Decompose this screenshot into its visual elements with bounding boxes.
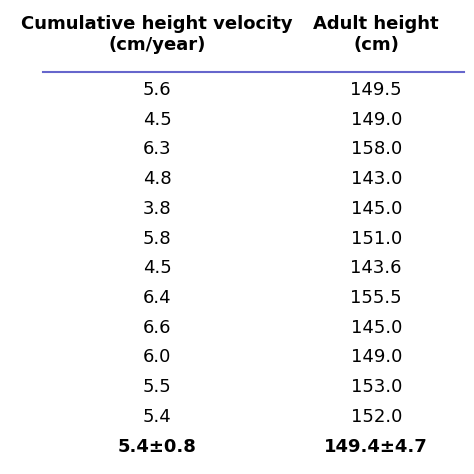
Text: 145.0: 145.0 [350, 319, 402, 337]
Text: 3.8: 3.8 [143, 200, 172, 218]
Text: 6.0: 6.0 [143, 348, 171, 366]
Text: 4.5: 4.5 [143, 110, 172, 128]
Text: 149.5: 149.5 [350, 81, 402, 99]
Text: 6.6: 6.6 [143, 319, 171, 337]
Text: Cumulative height velocity
(cm/year): Cumulative height velocity (cm/year) [21, 15, 293, 54]
Text: Adult height
(cm): Adult height (cm) [313, 15, 439, 54]
Text: 5.8: 5.8 [143, 229, 172, 247]
Text: 4.5: 4.5 [143, 259, 172, 277]
Text: 158.0: 158.0 [351, 140, 402, 158]
Text: 143.6: 143.6 [350, 259, 402, 277]
Text: 152.0: 152.0 [350, 408, 402, 426]
Text: 5.4: 5.4 [143, 408, 172, 426]
Text: 151.0: 151.0 [351, 229, 402, 247]
Text: 5.6: 5.6 [143, 81, 172, 99]
Text: 145.0: 145.0 [350, 200, 402, 218]
Text: 5.4±0.8: 5.4±0.8 [118, 438, 197, 456]
Text: 149.4±4.7: 149.4±4.7 [324, 438, 428, 456]
Text: 149.0: 149.0 [350, 110, 402, 128]
Text: 155.5: 155.5 [350, 289, 402, 307]
Text: 143.0: 143.0 [350, 170, 402, 188]
Text: 149.0: 149.0 [350, 348, 402, 366]
Text: 153.0: 153.0 [350, 378, 402, 396]
Text: 4.8: 4.8 [143, 170, 172, 188]
Text: 6.3: 6.3 [143, 140, 172, 158]
Text: 6.4: 6.4 [143, 289, 172, 307]
Text: 5.5: 5.5 [143, 378, 172, 396]
